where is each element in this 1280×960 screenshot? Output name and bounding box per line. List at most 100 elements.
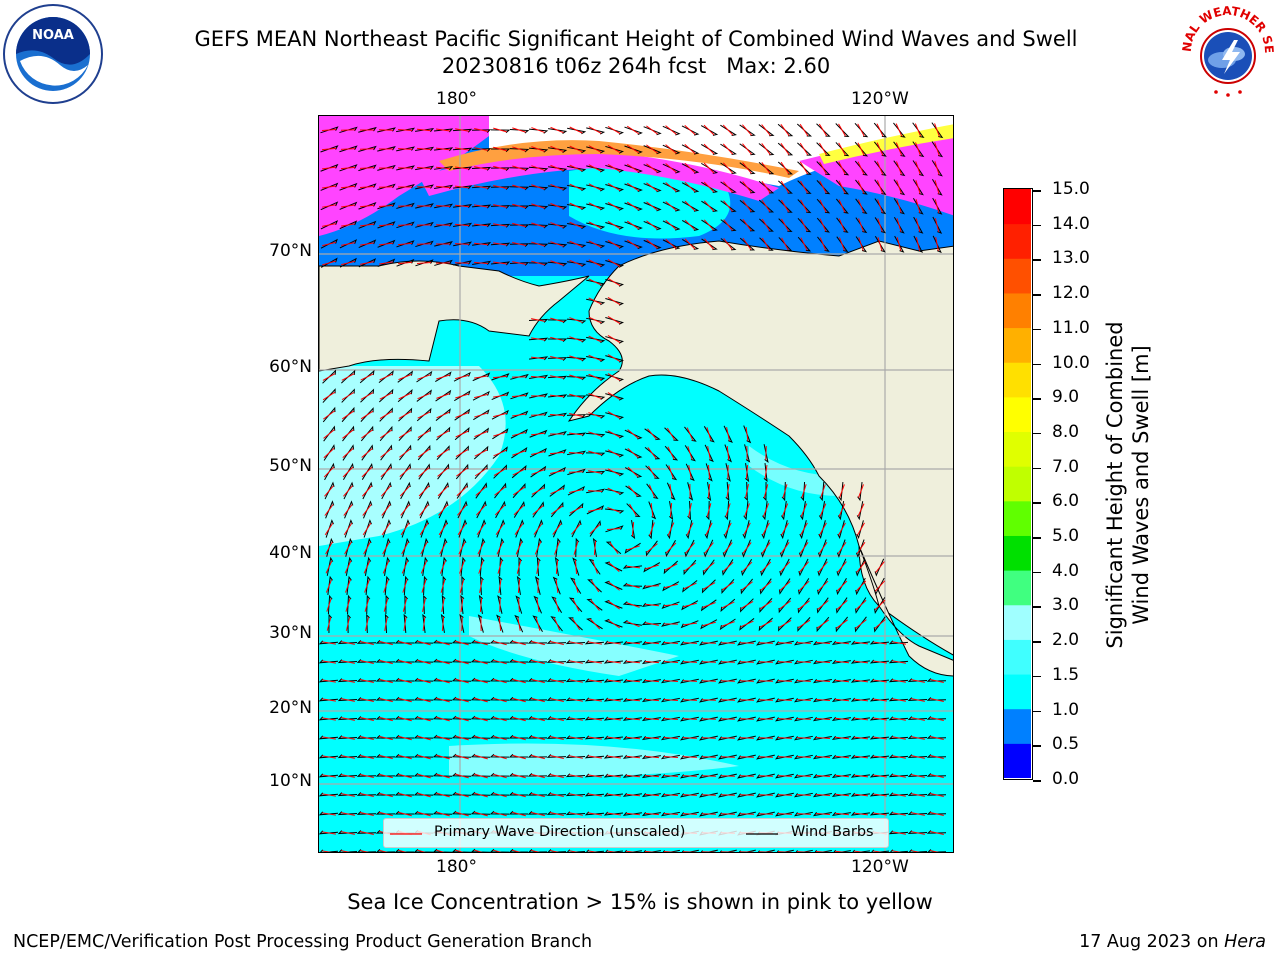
wind-barb bbox=[549, 484, 565, 497]
wind-barb bbox=[477, 614, 484, 633]
colorbar-tick-mark bbox=[1033, 641, 1041, 643]
wind-barb bbox=[434, 241, 453, 247]
wind-barb bbox=[931, 122, 944, 139]
wave-direction-arrow bbox=[896, 237, 902, 251]
wind-barb bbox=[381, 481, 392, 500]
wave-direction-arrow bbox=[439, 541, 447, 555]
wave-direction-arrow bbox=[569, 660, 583, 664]
wave-direction-arrow bbox=[758, 680, 774, 682]
wave-direction-arrow bbox=[873, 774, 887, 778]
wave-direction-arrow bbox=[588, 793, 602, 797]
wind-barb bbox=[512, 482, 526, 499]
wind-barb bbox=[572, 557, 580, 576]
wind-barb bbox=[546, 792, 567, 796]
wave-direction-arrow bbox=[744, 503, 750, 517]
wind-barb bbox=[893, 160, 906, 177]
wind-barb bbox=[456, 482, 469, 499]
wind-barb bbox=[643, 164, 662, 174]
wind-barb bbox=[534, 576, 541, 595]
wave-direction-arrow bbox=[473, 242, 489, 246]
wave-direction-arrow bbox=[606, 660, 622, 664]
wave-direction-arrow bbox=[838, 180, 846, 194]
wave-direction-arrow bbox=[569, 679, 583, 683]
wind-barb bbox=[548, 431, 567, 437]
wind-barb bbox=[893, 217, 905, 234]
wave-direction-arrow bbox=[436, 716, 450, 722]
wind-barb bbox=[836, 217, 849, 233]
wind-barb bbox=[605, 126, 625, 135]
wave-direction-arrow bbox=[838, 123, 846, 137]
wind-barb bbox=[586, 184, 606, 192]
wind-barb bbox=[326, 537, 334, 557]
wave-direction-arrow bbox=[473, 261, 489, 265]
wave-direction-arrow bbox=[588, 164, 602, 172]
wind-barb bbox=[555, 537, 561, 558]
wave-direction-arrow bbox=[800, 503, 808, 517]
wind-barb bbox=[565, 792, 586, 797]
wave-direction-arrow bbox=[455, 849, 464, 852]
wave-direction-arrow bbox=[720, 718, 736, 720]
wind-barb bbox=[337, 830, 358, 835]
wind-barb bbox=[584, 754, 605, 759]
wave-direction-arrow bbox=[855, 599, 867, 611]
wind-barb bbox=[724, 500, 730, 521]
wind-barb bbox=[816, 217, 830, 233]
wind-barb bbox=[831, 754, 851, 760]
wave-direction-arrow bbox=[701, 718, 717, 720]
wave-direction-arrow bbox=[668, 465, 674, 479]
wave-direction-arrow bbox=[663, 812, 679, 816]
wind-barb bbox=[835, 198, 849, 214]
wave-direction-arrow bbox=[378, 223, 394, 227]
wave-direction-arrow bbox=[798, 600, 810, 610]
wind-barb bbox=[471, 166, 492, 171]
wind-barb bbox=[490, 848, 510, 852]
wave-direction-arrow bbox=[607, 449, 621, 457]
wave-direction-arrow bbox=[589, 618, 601, 630]
wind-barb bbox=[452, 147, 473, 152]
wind-barb bbox=[473, 409, 490, 421]
wind-barb bbox=[567, 146, 587, 154]
wave-direction-arrow bbox=[569, 506, 583, 514]
wind-barb bbox=[584, 773, 605, 778]
wind-barb bbox=[489, 696, 510, 701]
wave-direction-arrow bbox=[723, 542, 733, 554]
wind-barb bbox=[681, 125, 700, 136]
wind-barb bbox=[835, 142, 850, 157]
wave-direction-arrow bbox=[761, 162, 771, 174]
wind-barb bbox=[854, 122, 869, 138]
wave-direction-arrow bbox=[701, 794, 717, 796]
wave-direction-arrow bbox=[569, 793, 583, 797]
colorbar-tick-label: 5.0 bbox=[1052, 526, 1080, 547]
wind-barb bbox=[869, 735, 890, 740]
wind-barb bbox=[818, 501, 826, 521]
wind-barb bbox=[567, 127, 587, 135]
wave-direction-arrow bbox=[819, 237, 827, 251]
wind-barb bbox=[575, 537, 580, 558]
wind-barb bbox=[888, 811, 909, 816]
colorbar-segment bbox=[1004, 570, 1031, 606]
wave-direction-arrow bbox=[416, 128, 432, 132]
wind-barb bbox=[432, 715, 453, 720]
wind-barb bbox=[511, 446, 528, 459]
wave-direction-arrow bbox=[435, 166, 451, 170]
wind-barb bbox=[912, 160, 925, 177]
wave-direction-arrow bbox=[360, 641, 374, 645]
wind-barb bbox=[566, 337, 587, 343]
wind-barb bbox=[362, 481, 373, 500]
wave-direction-arrow bbox=[435, 128, 451, 132]
wave-direction-arrow bbox=[665, 144, 677, 154]
wind-barb bbox=[605, 412, 625, 420]
wind-barb bbox=[793, 697, 813, 703]
wave-direction-arrow bbox=[703, 162, 715, 174]
wind-barb bbox=[816, 161, 831, 176]
wave-direction-arrow bbox=[627, 448, 639, 458]
wave-direction-arrow bbox=[800, 522, 808, 536]
wind-barb bbox=[508, 734, 529, 739]
wave-direction-arrow bbox=[645, 622, 659, 626]
wave-direction-arrow bbox=[341, 698, 355, 702]
wave-direction-arrow bbox=[720, 794, 736, 796]
wind-barb bbox=[874, 558, 885, 577]
wave-direction-arrow bbox=[380, 466, 392, 478]
wave-direction-arrow bbox=[588, 774, 602, 778]
wave-direction-arrow bbox=[763, 484, 769, 498]
